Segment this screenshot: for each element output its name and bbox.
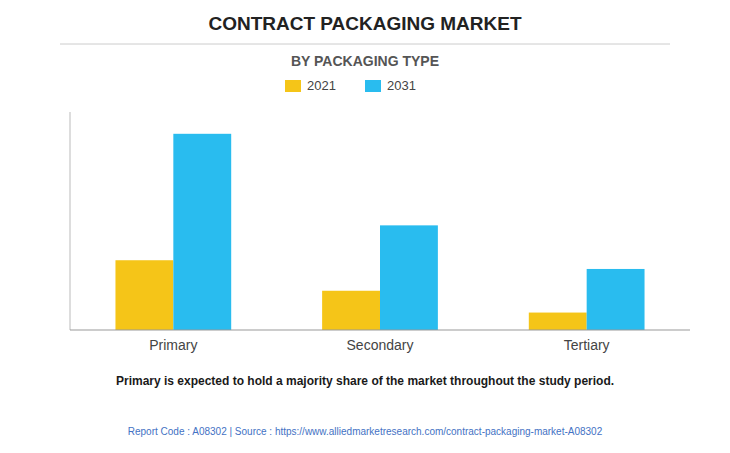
separator	[60, 44, 670, 45]
x-axis-line	[70, 330, 690, 331]
footer: Report Code : A08302 | Source : https://…	[128, 426, 603, 437]
x-tick-label: Tertiary	[564, 337, 610, 353]
bars	[115, 134, 644, 330]
legend-swatch	[365, 80, 381, 92]
legend-label: 2031	[387, 78, 416, 93]
legend: 2021 2031	[285, 78, 416, 93]
annotation: Primary is expected to hold a majority s…	[116, 374, 614, 388]
bar	[380, 225, 438, 330]
x-tick-label: Primary	[149, 337, 197, 353]
bar	[529, 313, 587, 330]
bar	[587, 269, 645, 330]
bar	[322, 291, 380, 330]
bar	[173, 134, 231, 330]
x-tick-label: Secondary	[347, 337, 414, 353]
title: CONTRACT PACKAGING MARKET	[208, 13, 522, 34]
subtitle: BY PACKAGING TYPE	[291, 53, 439, 69]
chart: CONTRACT PACKAGING MARKET BY PACKAGING TY…	[0, 0, 730, 453]
y-axis-line	[70, 112, 71, 330]
bar	[115, 260, 173, 330]
background	[0, 0, 730, 453]
chart-container: CONTRACT PACKAGING MARKET BY PACKAGING TY…	[0, 0, 730, 453]
legend-label: 2021	[307, 78, 336, 93]
legend-swatch	[285, 80, 301, 92]
